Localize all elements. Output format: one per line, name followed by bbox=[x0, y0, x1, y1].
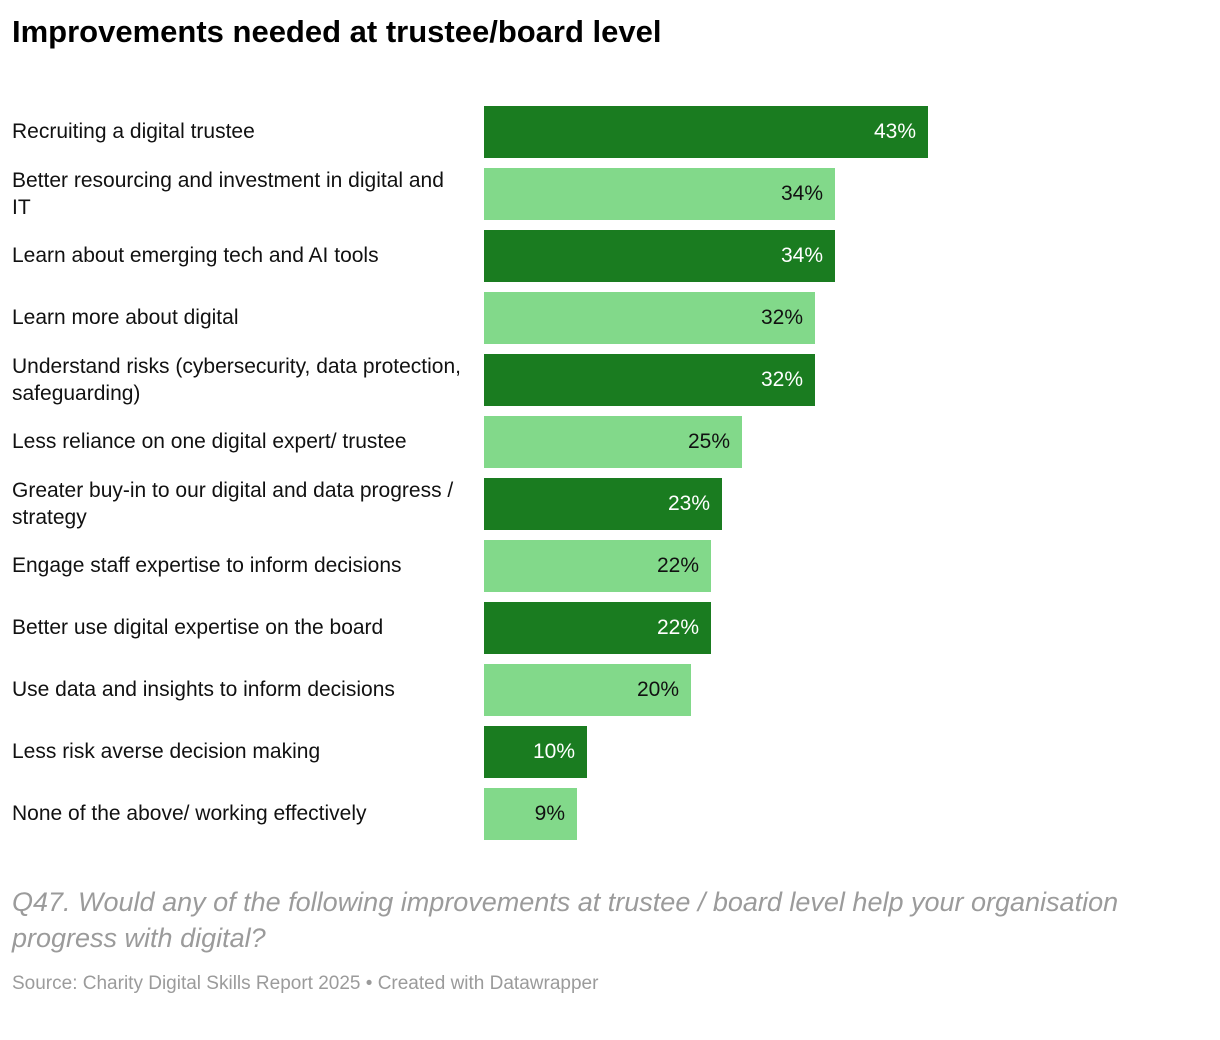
bar-value: 22% bbox=[656, 616, 699, 639]
bar-track: 32% bbox=[484, 292, 1208, 344]
chart-note: Q47. Would any of the following improvem… bbox=[12, 887, 1119, 954]
bar-value: 34% bbox=[780, 244, 823, 267]
bar-track: 23% bbox=[484, 478, 1208, 530]
bar-track: 20% bbox=[484, 664, 1208, 716]
chart-footer: Q47. Would any of the following improvem… bbox=[12, 884, 1208, 995]
bar-value: 32% bbox=[760, 306, 803, 329]
bar-track: 22% bbox=[484, 540, 1208, 592]
bar: 43% bbox=[484, 106, 928, 158]
bar-label: Use data and insights to inform decision… bbox=[12, 678, 395, 702]
bar-row: Understand risks (cybersecurity, data pr… bbox=[12, 354, 1208, 406]
bar-row: None of the above/ working effectively 9% bbox=[12, 788, 1208, 840]
bar-value: 32% bbox=[760, 368, 803, 391]
bar: 32% bbox=[484, 292, 815, 344]
bar: 34% bbox=[484, 168, 835, 220]
bar-row: Learn about emerging tech and AI tools 34… bbox=[12, 230, 1208, 282]
chart-title: Improvements needed at trustee/board lev… bbox=[12, 14, 662, 49]
bar-value: 25% bbox=[687, 430, 730, 453]
bar: 34% bbox=[484, 230, 835, 282]
bar-label: Better use digital expertise on the boar… bbox=[12, 616, 384, 640]
bar-row: Greater buy-in to our digital and data p… bbox=[12, 478, 1208, 530]
bar-value: 23% bbox=[667, 492, 710, 515]
bar-label: Less reliance on one digital expert/ tru… bbox=[12, 430, 407, 454]
bar: 32% bbox=[484, 354, 815, 406]
bar-value: 34% bbox=[780, 182, 823, 205]
bar-row: Recruiting a digital trustee 43% bbox=[12, 106, 1208, 158]
bar-track: 25% bbox=[484, 416, 1208, 468]
bar-label: None of the above/ working effectively bbox=[12, 802, 367, 826]
bar: 10% bbox=[484, 726, 587, 778]
bar-label: Learn more about digital bbox=[12, 306, 239, 330]
bar-label: Greater buy-in to our digital and data p… bbox=[12, 478, 454, 529]
bar-track: 43% bbox=[484, 106, 1208, 158]
bar-chart: Recruiting a digital trustee 43% Better re… bbox=[12, 106, 1208, 840]
bar-track: 22% bbox=[484, 602, 1208, 654]
bar-row: Use data and insights to inform decision… bbox=[12, 664, 1208, 716]
bar-track: 10% bbox=[484, 726, 1208, 778]
bar-label: Engage staff expertise to inform decisio… bbox=[12, 554, 402, 578]
bar: 22% bbox=[484, 602, 711, 654]
bar: 20% bbox=[484, 664, 691, 716]
bar-value: 20% bbox=[636, 678, 679, 701]
bar-row: Better use digital expertise on the boar… bbox=[12, 602, 1208, 654]
bar-label: Less risk averse decision making bbox=[12, 740, 321, 764]
bar-track: 34% bbox=[484, 168, 1208, 220]
bar-label: Better resourcing and investment in digi… bbox=[12, 168, 444, 219]
bar-value: 43% bbox=[873, 120, 916, 143]
bar-row: Less reliance on one digital expert/ tru… bbox=[12, 416, 1208, 468]
bar-track: 34% bbox=[484, 230, 1208, 282]
bar-value: 10% bbox=[532, 740, 575, 763]
bar-value: 22% bbox=[656, 554, 699, 577]
bar-label: Understand risks (cybersecurity, data pr… bbox=[12, 354, 461, 405]
chart-source: Source: Charity Digital Skills Report 20… bbox=[12, 972, 599, 994]
bar: 9% bbox=[484, 788, 577, 840]
bar: 23% bbox=[484, 478, 722, 530]
bar-label: Recruiting a digital trustee bbox=[12, 120, 255, 144]
bar-row: Learn more about digital 32% bbox=[12, 292, 1208, 344]
bar-row: Engage staff expertise to inform decisio… bbox=[12, 540, 1208, 592]
bar-value: 9% bbox=[534, 802, 565, 825]
bar-label: Learn about emerging tech and AI tools bbox=[12, 244, 379, 268]
bar-row: Better resourcing and investment in digi… bbox=[12, 168, 1208, 220]
bar-track: 9% bbox=[484, 788, 1208, 840]
bar-track: 32% bbox=[484, 354, 1208, 406]
bar-row: Less risk averse decision making 10% bbox=[12, 726, 1208, 778]
bar: 25% bbox=[484, 416, 742, 468]
bar: 22% bbox=[484, 540, 711, 592]
